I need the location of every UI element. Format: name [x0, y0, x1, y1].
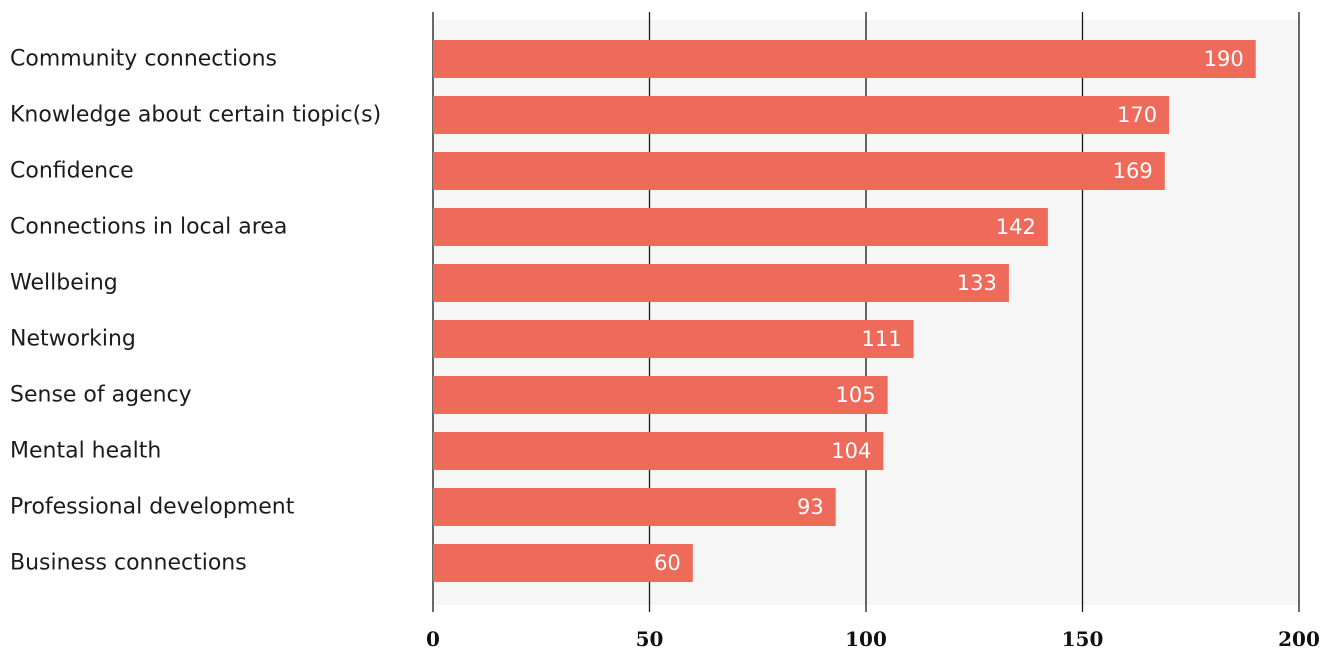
bar-value-label: 169	[1113, 159, 1153, 183]
category-label: Professional development	[10, 495, 295, 520]
bar	[433, 544, 693, 582]
category-label: Networking	[10, 327, 136, 352]
bars	[433, 40, 1256, 582]
bar	[433, 40, 1256, 78]
x-axis-tick-labels: 0 50 100 150 200	[426, 627, 1320, 651]
x-tick-label: 150	[1062, 627, 1104, 651]
bar-value-label: 190	[1204, 47, 1244, 71]
category-label: Knowledge about certain tiopic(s)	[10, 103, 381, 128]
bar	[433, 376, 888, 414]
bar	[433, 432, 884, 470]
x-tick-label: 0	[426, 627, 440, 651]
bar-value-label: 111	[862, 327, 902, 351]
category-label: Connections in local area	[10, 215, 287, 240]
category-label: Sense of agency	[10, 383, 192, 408]
bar-value-label: 60	[654, 551, 681, 575]
x-tick-label: 100	[845, 627, 887, 651]
bar	[433, 96, 1170, 134]
category-label: Business connections	[10, 551, 247, 576]
bar-value-label: 142	[996, 215, 1036, 239]
category-label: Confidence	[10, 159, 134, 184]
bar-value-label: 105	[836, 383, 876, 407]
bar	[433, 264, 1009, 302]
bar-value-label: 104	[831, 439, 871, 463]
category-label: Community connections	[10, 47, 277, 72]
bar-value-label: 93	[797, 495, 824, 519]
bar	[433, 320, 914, 358]
bar	[433, 152, 1165, 190]
x-tick-label: 200	[1278, 627, 1320, 651]
bar	[433, 208, 1048, 246]
x-tick-label: 50	[636, 627, 664, 651]
category-label: Wellbeing	[10, 271, 118, 296]
bar-value-label: 170	[1117, 103, 1157, 127]
category-labels: Community connections Knowledge about cer…	[10, 47, 381, 576]
value-labels: 190 170 169 142 133 111 105 104 93 60	[654, 47, 1244, 575]
category-label: Mental health	[10, 439, 161, 464]
bar-value-label: 133	[957, 271, 997, 295]
bar	[433, 488, 836, 526]
